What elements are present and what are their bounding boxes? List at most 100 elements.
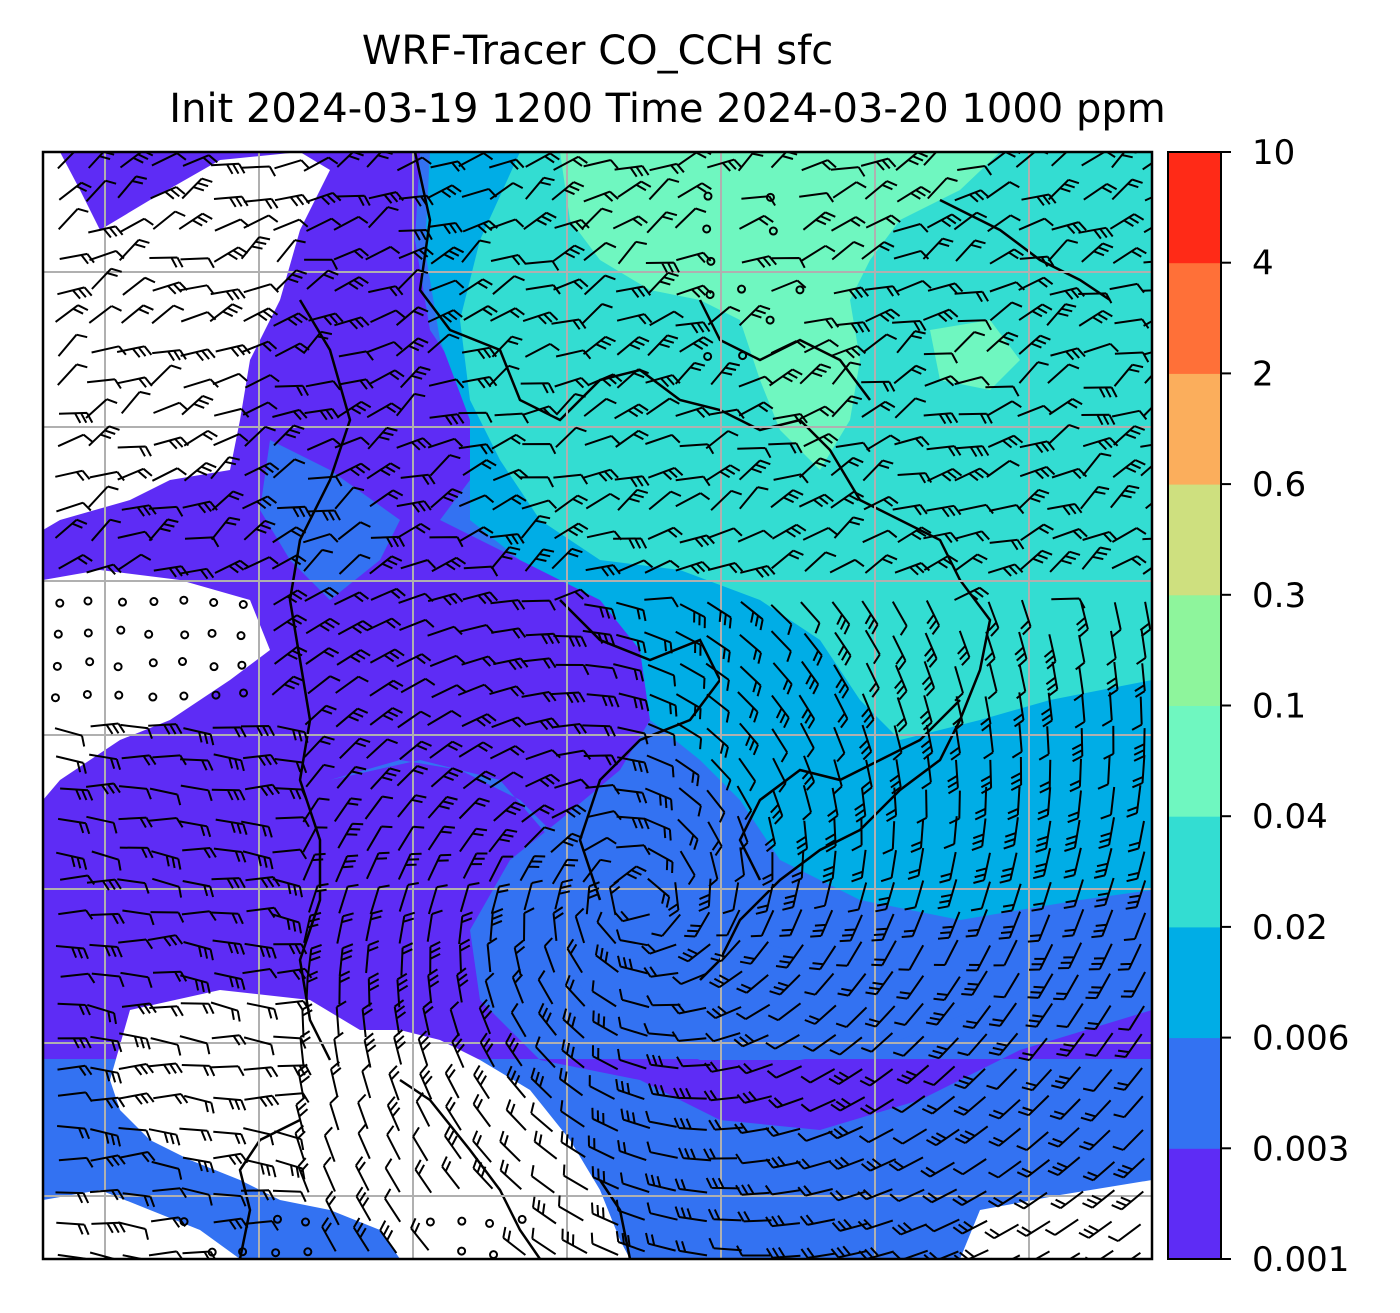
wind-barb [54, 727, 86, 747]
calm-wind-marker [149, 597, 159, 607]
wind-barb [429, 740, 463, 759]
wind-barb [117, 553, 152, 571]
wind-barb [214, 559, 250, 574]
wind-barb [150, 186, 186, 200]
wind-barb [952, 1190, 987, 1206]
wind-barb [800, 1068, 836, 1084]
wind-barb [1114, 1033, 1143, 1058]
wind-barb [993, 972, 1020, 999]
wind-barb [830, 490, 865, 509]
wind-barb [765, 1215, 801, 1228]
wind-barb [965, 909, 988, 938]
wind-barb [367, 972, 380, 1007]
wind-barb [499, 1130, 521, 1163]
wind-barb [771, 523, 807, 540]
wind-barb [338, 350, 374, 361]
wind-barb [831, 216, 866, 232]
wind-barb [523, 826, 556, 849]
wind-barb [303, 156, 339, 172]
wind-barb [675, 492, 711, 508]
wind-barb [1113, 1067, 1143, 1091]
wind-barb [561, 1039, 585, 1069]
wind-barb [1080, 485, 1110, 510]
wind-barb [896, 186, 932, 203]
wind-barb [272, 848, 308, 860]
wind-barb [462, 770, 496, 790]
wind-barb [274, 159, 310, 170]
wind-barb [1133, 728, 1146, 762]
wind-barb [1078, 309, 1113, 327]
wind-barb [987, 400, 1022, 417]
wind-barb [894, 397, 927, 419]
wind-barb [581, 303, 613, 325]
wind-barb [676, 722, 703, 750]
wind-barb [57, 1064, 93, 1077]
wind-barb [862, 459, 894, 482]
wind-barb [1051, 1252, 1081, 1259]
wind-barb [275, 1000, 311, 1012]
wind-barb [799, 405, 835, 420]
wind-barb [983, 724, 994, 760]
wind-barb [445, 1096, 462, 1131]
wind-barb [894, 562, 931, 576]
wind-barb [212, 372, 248, 386]
wind-barb [523, 879, 543, 911]
wind-barb [297, 1157, 310, 1193]
wind-barb [179, 567, 215, 580]
wind-barb [679, 850, 696, 886]
wind-barb [366, 617, 402, 632]
wind-barb [211, 1034, 247, 1046]
wind-barb [150, 911, 185, 923]
wind-barb [836, 941, 863, 967]
wind-barb [57, 1037, 92, 1049]
wind-barb [617, 955, 648, 975]
wind-barb [705, 430, 739, 450]
colorbar-segment [1168, 1037, 1221, 1149]
wind-barb [862, 529, 898, 544]
wind-barb [367, 426, 398, 450]
wind-barb [396, 437, 432, 451]
wind-barb [617, 726, 649, 745]
wind-barb [181, 177, 213, 200]
wind-barb [1069, 758, 1082, 793]
wind-barb [564, 974, 586, 1007]
wind-barb [707, 527, 743, 540]
wind-barb [614, 788, 648, 804]
wind-barb [613, 537, 648, 549]
wind-barb [182, 154, 218, 167]
wind-barb [937, 879, 958, 910]
wind-barb [1019, 465, 1056, 480]
wind-barb [400, 677, 436, 694]
wind-barb [119, 1032, 151, 1050]
wind-barb [148, 1128, 181, 1146]
wind-barb [1082, 436, 1119, 451]
wind-barb [461, 239, 491, 263]
wind-barb [386, 1125, 401, 1161]
wind-barb [462, 852, 488, 879]
wind-barb [531, 1227, 557, 1256]
wind-barb [399, 366, 431, 389]
wind-barb [582, 858, 612, 883]
wind-barb [91, 972, 125, 988]
wind-barb [894, 1002, 924, 1026]
wind-barb [303, 533, 339, 544]
wind-barb [1010, 756, 1023, 791]
wind-barb [148, 518, 179, 542]
wind-barb [271, 675, 305, 696]
wind-barb [554, 778, 590, 789]
map-gridlines [43, 152, 1152, 1259]
wind-barb [734, 847, 745, 883]
wind-barb [1032, 847, 1052, 880]
wind-barb [58, 1156, 94, 1168]
wind-barb [615, 429, 649, 448]
wind-barb [1017, 1094, 1050, 1117]
wind-barb [617, 1048, 647, 1070]
wind-barb [585, 492, 621, 510]
wind-barb [490, 599, 526, 611]
wind-barb [210, 456, 240, 480]
wind-barb [803, 632, 823, 666]
wind-barb [953, 1096, 987, 1116]
wind-barb [151, 850, 182, 870]
calm-wind-markers [50, 191, 805, 1259]
wind-barb [798, 457, 831, 479]
